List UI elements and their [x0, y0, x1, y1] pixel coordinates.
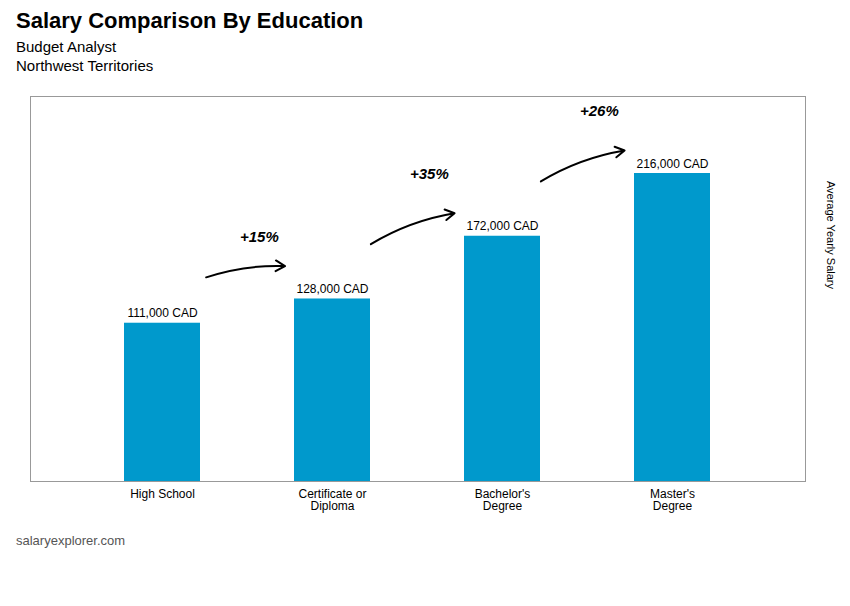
svg-text:Bachelor'sDegree: Bachelor'sDegree [475, 487, 531, 513]
svg-text:111,000 CAD: 111,000 CAD [127, 306, 198, 320]
html-text:salaryexplorer.com: salaryexplorer.com [16, 533, 126, 548]
svg-text:+26%: +26% [580, 102, 619, 119]
svg-text:Certificate orDiploma: Certificate orDiploma [298, 487, 366, 513]
svg-text:Average Yearly Salary: Average Yearly Salary [825, 181, 837, 290]
html-text:Northwest Territories: Northwest Territories [16, 57, 154, 74]
svg-text:216,000 CAD: 216,000 CAD [636, 157, 708, 171]
html-text:Salary Comparison By Education: Salary Comparison By Education [16, 8, 364, 33]
svg-text:+15%: +15% [240, 228, 279, 245]
svg-text:Master'sDegree: Master'sDegree [650, 487, 695, 513]
svg-text:High School: High School [130, 487, 195, 501]
svg-text:+35%: +35% [410, 165, 449, 182]
svg-text:128,000 CAD: 128,000 CAD [296, 282, 368, 296]
html-text:Budget Analyst: Budget Analyst [16, 38, 117, 55]
svg-text:172,000 CAD: 172,000 CAD [466, 219, 538, 233]
